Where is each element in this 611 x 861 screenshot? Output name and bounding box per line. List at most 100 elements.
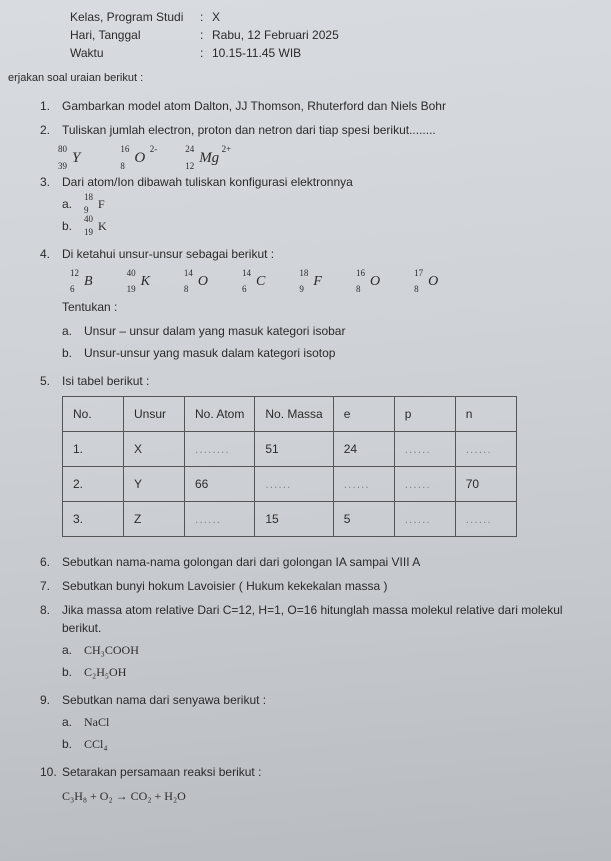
- table-cell: ......: [333, 467, 394, 502]
- sub-item-a: a. 18 9 F: [62, 195, 591, 213]
- table-row: 2.Y66..................70: [63, 467, 517, 502]
- header-label: Hari, Tanggal: [70, 26, 200, 44]
- header-row: Waktu : 10.15-11.45 WIB: [70, 44, 591, 62]
- table-cell: Z: [124, 502, 185, 537]
- header-colon: :: [200, 8, 212, 26]
- table-row: 1.X........5124............: [63, 432, 517, 467]
- header-block: Kelas, Program Studi : X Hari, Tanggal :…: [70, 8, 591, 62]
- question-text: Sebutkan bunyi hokum Lavoisier ( Hukum k…: [62, 577, 591, 595]
- instruction-text: erjakan soal uraian berikut :: [8, 70, 591, 87]
- table-cell: 70: [455, 467, 516, 502]
- species-row: 80 39 Y 16 8 O 2- 24 12 Mg 2+: [58, 147, 591, 170]
- tentukan-label: Tentukan :: [62, 298, 591, 316]
- element-species: 146C: [242, 271, 265, 292]
- table-header: No.: [63, 397, 124, 432]
- question-body: Isi tabel berikut : No.UnsurNo. AtomNo. …: [62, 372, 591, 547]
- question-body: Setarakan persamaan reaksi berikut : C₃H…: [62, 763, 591, 805]
- table-cell: 24: [333, 432, 394, 467]
- species-F: 18 9 F: [84, 195, 105, 213]
- table-cell: 51: [255, 432, 333, 467]
- question-9: 9. Sebutkan nama dari senyawa berikut : …: [40, 691, 591, 757]
- table-cell: ......: [394, 467, 455, 502]
- header-label: Kelas, Program Studi: [70, 8, 200, 26]
- question-body: Sebutkan nama dari senyawa berikut : a. …: [62, 691, 591, 757]
- question-number: 3.: [40, 173, 62, 191]
- table-header: Unsur: [124, 397, 185, 432]
- species-Mg: 24 12 Mg 2+: [185, 147, 219, 170]
- table-cell: 1.: [63, 432, 124, 467]
- header-colon: :: [200, 44, 212, 62]
- element-species: 148O: [184, 271, 208, 292]
- question-8: 8. Jika massa atom relative Dari C=12, H…: [40, 601, 591, 685]
- question-number: 1.: [40, 97, 62, 115]
- header-row: Kelas, Program Studi : X: [70, 8, 591, 26]
- sub-item-b: b. Unsur-unsur yang masuk dalam kategori…: [62, 344, 591, 362]
- formula: CCl₄: [84, 735, 108, 753]
- table-cell: 2.: [63, 467, 124, 502]
- table-cell: ......: [455, 502, 516, 537]
- species-O: 16 8 O 2-: [120, 147, 145, 170]
- question-3: 3. Dari atom/Ion dibawah tuliskan konfig…: [40, 173, 591, 239]
- question-text: Gambarkan model atom Dalton, JJ Thomson,…: [62, 97, 591, 115]
- question-6: 6. Sebutkan nama-nama golongan dari dari…: [40, 553, 591, 571]
- question-list: 1. Gambarkan model atom Dalton, JJ Thoms…: [40, 97, 591, 806]
- question-number: 2.: [40, 121, 62, 139]
- table-header: n: [455, 397, 516, 432]
- element-species: 189F: [299, 271, 322, 292]
- table-cell: 5: [333, 502, 394, 537]
- sub-item-b: b. 40 19 K: [62, 217, 591, 235]
- table-cell: 3.: [63, 502, 124, 537]
- question-text: Di ketahui unsur-unsur sebagai berikut :: [62, 245, 591, 263]
- question-text: Sebutkan nama dari senyawa berikut :: [62, 691, 591, 709]
- question-text: Sebutkan nama-nama golongan dari dari go…: [62, 553, 591, 571]
- header-value: X: [212, 8, 220, 26]
- equation: C₃H₈ + O₂ → CO₂ + H₂O: [62, 787, 591, 805]
- question-7: 7. Sebutkan bunyi hokum Lavoisier ( Huku…: [40, 577, 591, 595]
- element-species: 126B: [70, 271, 93, 292]
- sub-item-a: a. Unsur – unsur dalam yang masuk katego…: [62, 322, 591, 340]
- data-table: No.UnsurNo. AtomNo. Massaepn 1.X........…: [62, 396, 517, 537]
- question-number: 4.: [40, 245, 62, 263]
- table-cell: X: [124, 432, 185, 467]
- table-cell: ......: [185, 502, 255, 537]
- table-cell: 66: [185, 467, 255, 502]
- element-species: 4019K: [127, 271, 150, 292]
- header-label: Waktu: [70, 44, 200, 62]
- table-cell: ........: [185, 432, 255, 467]
- formula: C₂H₅OH: [84, 663, 126, 681]
- question-text: Tuliskan jumlah electron, proton dan net…: [62, 121, 591, 139]
- table-cell: ......: [394, 432, 455, 467]
- question-number: 8.: [40, 601, 62, 619]
- worksheet-page: Kelas, Program Studi : X Hari, Tanggal :…: [0, 0, 611, 861]
- table-cell: 15: [255, 502, 333, 537]
- table-cell: ......: [394, 502, 455, 537]
- question-text: Setarakan persamaan reaksi berikut :: [62, 763, 591, 781]
- sub-item-a: a. NaCl: [62, 713, 591, 731]
- sub-text: Unsur – unsur dalam yang masuk kategori …: [84, 322, 345, 340]
- question-5: 5. Isi tabel berikut : No.UnsurNo. AtomN…: [40, 372, 591, 547]
- element-row: 126B 4019K 148O 146C 189F 168O 178O: [70, 271, 591, 292]
- table-header: No. Atom: [185, 397, 255, 432]
- table-header: No. Massa: [255, 397, 333, 432]
- header-colon: :: [200, 26, 212, 44]
- sub-item-a: a. CH₃COOH: [62, 641, 591, 659]
- question-number: 9.: [40, 691, 62, 709]
- element-species: 168O: [356, 271, 380, 292]
- header-value: Rabu, 12 Februari 2025: [212, 26, 339, 44]
- question-text: Isi tabel berikut :: [62, 372, 591, 390]
- question-text: Dari atom/Ion dibawah tuliskan konfigura…: [62, 173, 591, 191]
- element-species: 178O: [414, 271, 438, 292]
- question-4: 4. Di ketahui unsur-unsur sebagai beriku…: [40, 245, 591, 366]
- sub-item-b: b. C₂H₅OH: [62, 663, 591, 681]
- question-number: 10.: [40, 763, 62, 781]
- question-body: Dari atom/Ion dibawah tuliskan konfigura…: [62, 173, 591, 239]
- question-body: Jika massa atom relative Dari C=12, H=1,…: [62, 601, 591, 685]
- question-2: 2. Tuliskan jumlah electron, proton dan …: [40, 121, 591, 139]
- species-Y: 80 39 Y: [58, 147, 80, 170]
- question-number: 6.: [40, 553, 62, 571]
- question-10: 10. Setarakan persamaan reaksi berikut :…: [40, 763, 591, 805]
- table-header: p: [394, 397, 455, 432]
- question-text: Jika massa atom relative Dari C=12, H=1,…: [62, 601, 591, 637]
- species-K: 40 19 K: [84, 217, 107, 235]
- sub-text: Unsur-unsur yang masuk dalam kategori is…: [84, 344, 335, 362]
